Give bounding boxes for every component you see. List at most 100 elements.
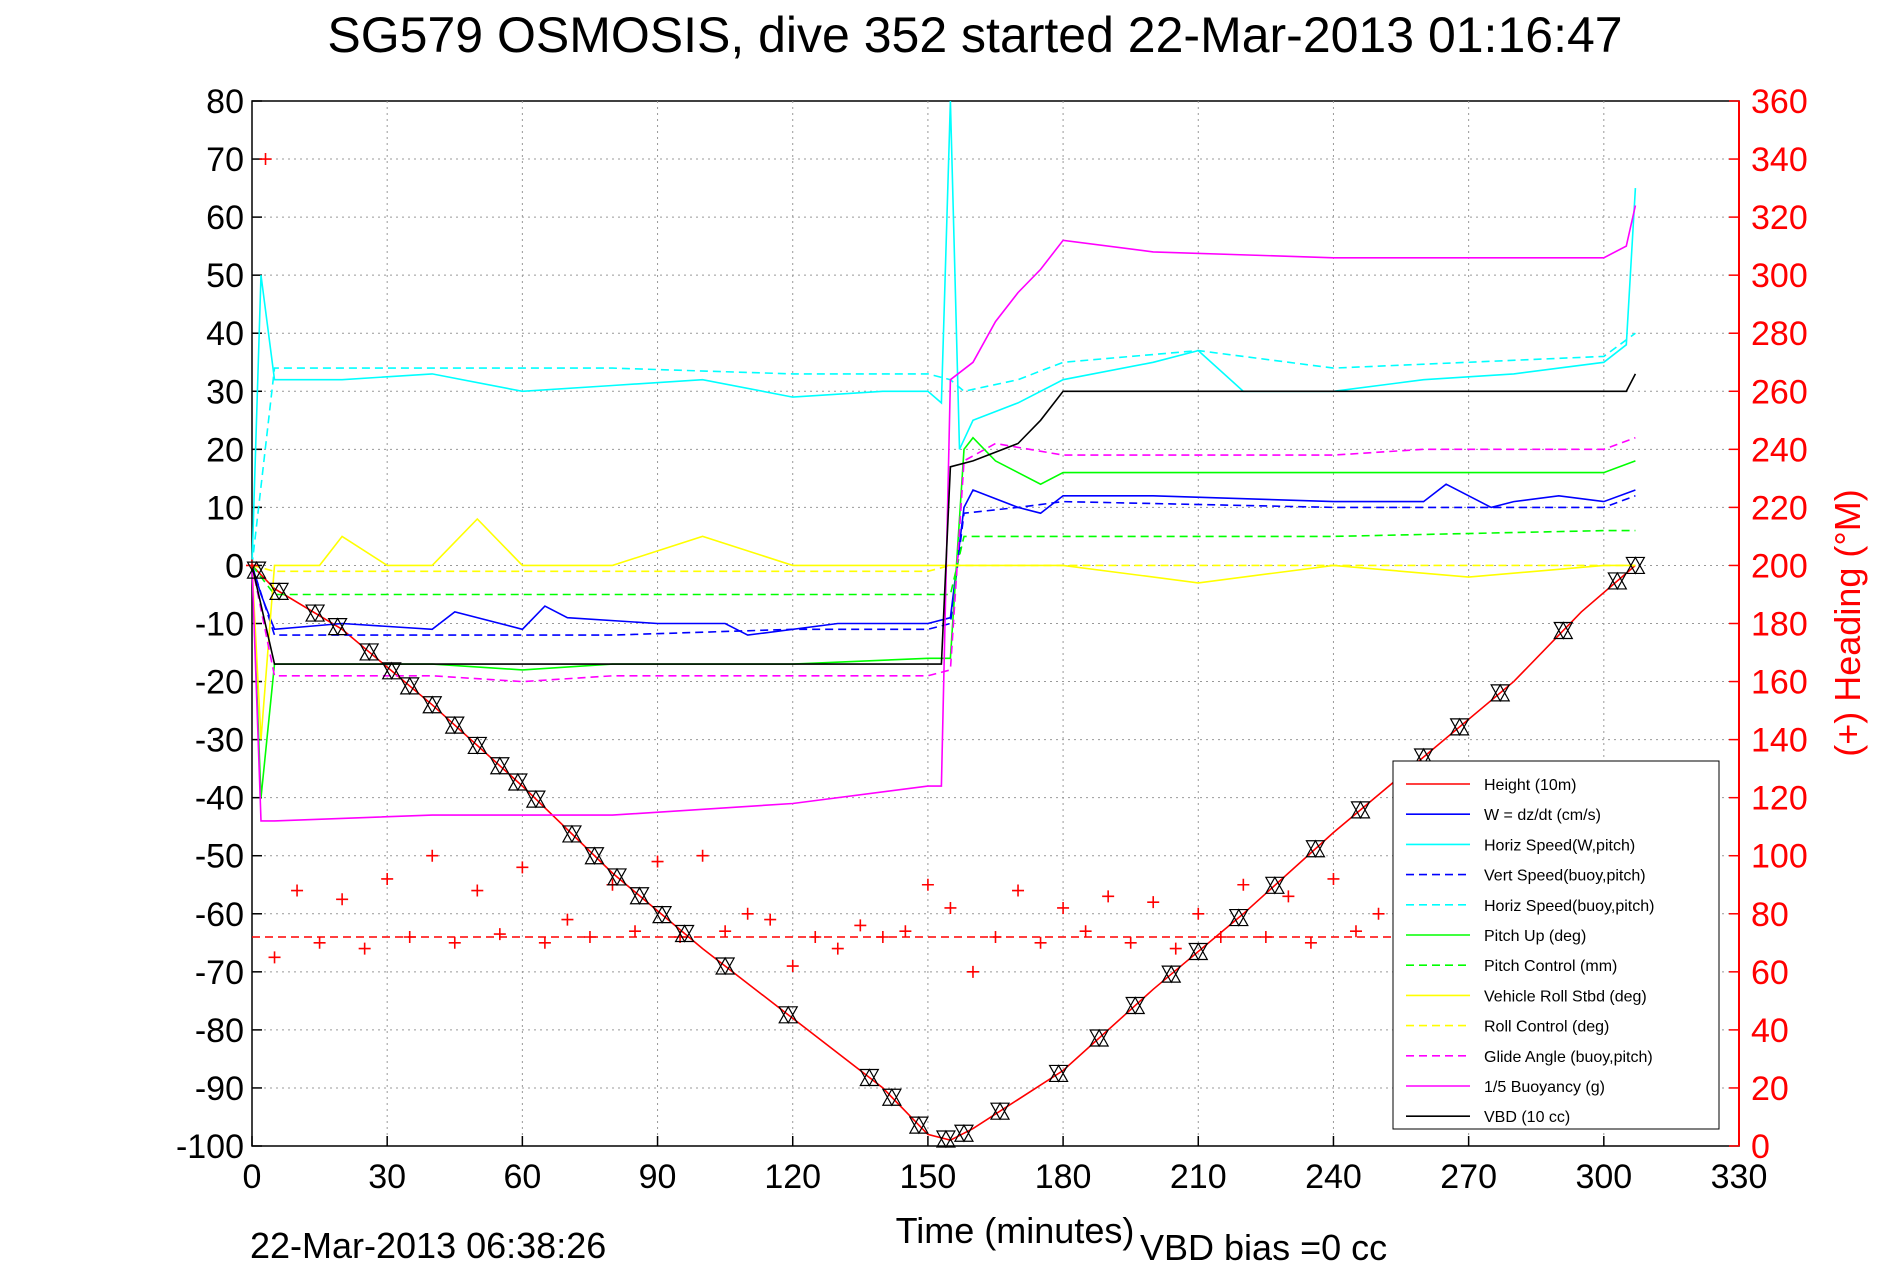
footer-vbd-bias: VBD bias =0 cc	[1140, 1227, 1387, 1262]
height-point	[561, 824, 582, 844]
height-point	[327, 617, 348, 636]
heading-point	[493, 928, 506, 941]
legend-label: Horiz Speed(W,pitch)	[1484, 837, 1635, 854]
heading-point	[516, 861, 529, 874]
height-point	[715, 956, 736, 976]
height-point	[1607, 571, 1628, 591]
height-point	[399, 676, 420, 696]
heading-point	[561, 913, 574, 926]
heading-point	[471, 884, 484, 897]
x-tick-label: 180	[1035, 1158, 1092, 1196]
x-axis-label: Time (minutes)	[896, 1210, 1135, 1251]
heading-point	[876, 931, 889, 943]
height-point	[381, 661, 402, 681]
heading-point	[809, 931, 822, 943]
height-point	[859, 1068, 880, 1087]
series-line	[251, 205, 1637, 822]
heading-point	[989, 931, 1002, 943]
heading-point	[651, 855, 664, 868]
heading-point	[831, 942, 844, 955]
y-tick-label: -20	[195, 664, 244, 702]
height-point	[269, 582, 290, 601]
height-point	[1264, 876, 1285, 895]
legend-label: VBD (10 cc)	[1484, 1109, 1570, 1126]
y-tick-label: -10	[195, 606, 244, 644]
height-point	[1188, 942, 1209, 961]
y-tick-label: -30	[195, 722, 244, 760]
legend: Height (10m) W = dz/dt (cm/s) Horiz Speed(…	[1392, 760, 1720, 1130]
y-tick-label: -70	[195, 954, 244, 992]
height-point	[1553, 621, 1574, 640]
legend-label: Height (10m)	[1484, 777, 1576, 794]
series-line	[251, 436, 1636, 683]
legend-box	[1392, 760, 1720, 1130]
height-point	[908, 1115, 929, 1135]
height-point	[489, 756, 510, 775]
heading-point	[1214, 931, 1227, 943]
height-point	[246, 560, 267, 580]
heading-point	[1102, 890, 1115, 903]
height-point	[989, 1101, 1011, 1121]
series-line	[251, 517, 1636, 740]
height-point	[507, 772, 528, 792]
y2-tick-label: 360	[1751, 83, 1808, 121]
height-point	[1228, 908, 1249, 927]
heading-point	[1169, 942, 1182, 955]
heading-point	[786, 960, 799, 973]
legend-label: W = dz/dt (cm/s)	[1484, 807, 1601, 824]
y2-tick-label: 100	[1751, 838, 1808, 876]
y2-tick-label: 80	[1751, 896, 1789, 934]
y-tick-label: 40	[206, 315, 244, 353]
heading-point	[291, 884, 304, 897]
x-tick-label: 300	[1575, 1158, 1632, 1196]
heading-point	[538, 936, 551, 949]
x-tick-label: 90	[639, 1158, 677, 1196]
heading-point	[1057, 901, 1070, 914]
height-point	[359, 642, 380, 662]
height-point	[1350, 800, 1371, 820]
legend-label: Pitch Up (deg)	[1484, 928, 1586, 945]
height-point	[467, 736, 488, 755]
heading-point	[1079, 925, 1092, 938]
x-tick-label: 150	[900, 1158, 957, 1196]
legend-label: Roll Control (deg)	[1484, 1019, 1609, 1036]
heading-point	[1147, 896, 1160, 909]
heading-point	[448, 936, 461, 949]
y-tick-label: 20	[206, 431, 244, 469]
y-tick-label: 80	[206, 83, 244, 121]
series-line	[251, 373, 1637, 665]
height-point	[422, 695, 443, 715]
x-tick-label: 120	[764, 1158, 821, 1196]
y2-tick-label: 200	[1751, 547, 1808, 585]
legend-label: Horiz Speed(buoy,pitch)	[1484, 898, 1654, 915]
height-point	[1490, 683, 1511, 703]
y2-tick-label: 260	[1751, 373, 1808, 411]
y2-tick-label: 140	[1751, 722, 1808, 760]
heading-point	[426, 849, 439, 862]
heading-point	[629, 925, 642, 938]
heading-point	[381, 872, 394, 885]
height-point	[1089, 1028, 1110, 1048]
height-point	[606, 867, 628, 887]
y-tick-label: -40	[195, 780, 244, 818]
height-point	[1161, 964, 1182, 984]
x-tick-label: 60	[503, 1158, 541, 1196]
height-point	[1125, 996, 1146, 1015]
footer-date: 22-Mar-2013 06:38:26	[250, 1225, 606, 1262]
height-point	[953, 1124, 974, 1143]
series-line	[251, 100, 1637, 566]
y-tick-label: 0	[225, 547, 244, 585]
height-point-markers	[246, 556, 1646, 1149]
left-axis-ticks: 80 70 60 50 40 30 20 10 0 -10 -20 -30 -40 -50 -60 -70 -8…	[176, 83, 262, 1166]
height-point	[525, 789, 546, 809]
heading-point	[1327, 872, 1340, 885]
heading-point	[259, 153, 272, 166]
y-tick-label: 30	[206, 373, 244, 411]
height-point	[1625, 556, 1646, 575]
x-tick-label: 210	[1170, 1158, 1227, 1196]
y-tick-label: 10	[206, 489, 244, 527]
series-line	[251, 564, 1636, 573]
y2-tick-label: 240	[1751, 431, 1808, 469]
x-axis-ticks: 0 30 60 90 120 150 180 210 240 270 300 330	[243, 1136, 1767, 1196]
heading-point	[358, 942, 371, 955]
